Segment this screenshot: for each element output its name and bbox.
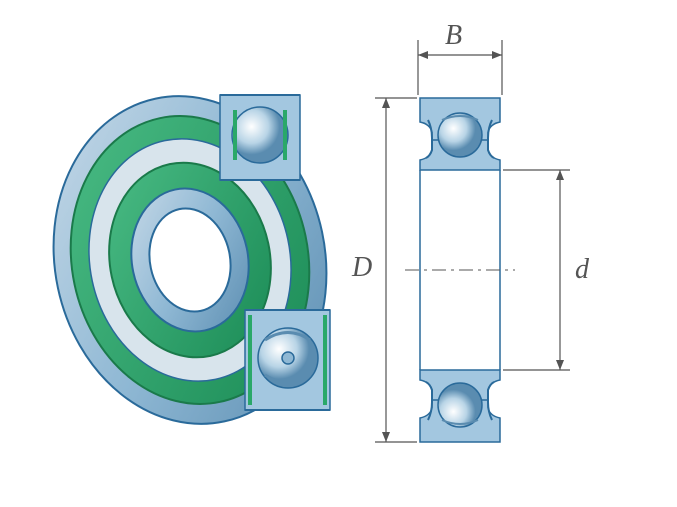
label-d: d [575,254,589,286]
bearing-section-view [370,20,670,500]
bearing-diagram: B D d [0,0,677,507]
label-B: B [445,20,462,52]
label-D: D [352,252,372,284]
section-upper [420,98,500,170]
cutaway-top [220,95,300,180]
cutaway-bottom [245,310,330,410]
bearing-iso-view [20,40,380,500]
section-lower [420,370,500,442]
